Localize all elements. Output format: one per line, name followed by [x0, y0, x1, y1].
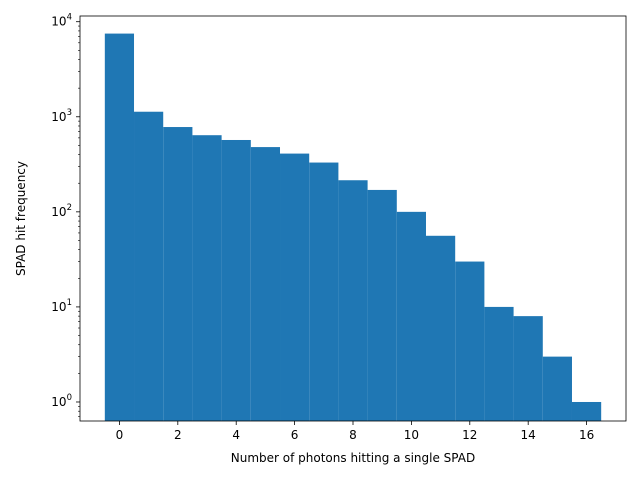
x-axis-label: Number of photons hitting a single SPAD	[231, 451, 475, 465]
histogram-bar-12	[455, 261, 485, 421]
y-tick-label: 102	[51, 203, 72, 219]
histogram-bar-14	[513, 316, 543, 421]
histogram-bar-2	[163, 127, 193, 421]
y-tick-label: 101	[51, 298, 72, 314]
x-tick-label: 8	[349, 428, 357, 442]
histogram-bar-6	[280, 153, 310, 421]
x-ticks: 0 2 4 6 8 10 12 14 16	[116, 421, 594, 442]
histogram-bar-0	[104, 33, 135, 421]
y-tick-label: 104	[51, 13, 72, 29]
histogram-bar-9	[367, 189, 397, 421]
histogram-bar-1	[134, 111, 164, 421]
y-tick-label: 100	[51, 393, 72, 409]
bars-group	[104, 33, 602, 422]
x-tick-label: 16	[579, 428, 594, 442]
y-ticks: 100 101 102 103 104	[51, 13, 80, 418]
histogram-bar-5	[250, 147, 281, 422]
x-tick-label: 10	[404, 428, 419, 442]
y-axis-label: SPAD hit frequency	[14, 161, 28, 276]
x-tick-label: 4	[232, 428, 240, 442]
histogram-bar-8	[338, 180, 368, 421]
histogram-bar-11	[425, 235, 456, 421]
x-tick-label: 0	[116, 428, 124, 442]
histogram-bar-7	[309, 162, 339, 421]
histogram-bar-10	[396, 211, 426, 421]
histogram-bar-16	[571, 401, 602, 421]
x-tick-label: 14	[521, 428, 536, 442]
histogram-bar-4	[221, 139, 251, 421]
histogram-bar-15	[542, 356, 572, 421]
y-tick-label: 103	[51, 108, 72, 124]
x-tick-label: 12	[462, 428, 477, 442]
histogram-bar-13	[484, 306, 514, 421]
x-tick-label: 2	[174, 428, 182, 442]
x-tick-label: 6	[291, 428, 299, 442]
histogram-bar-3	[192, 135, 222, 421]
